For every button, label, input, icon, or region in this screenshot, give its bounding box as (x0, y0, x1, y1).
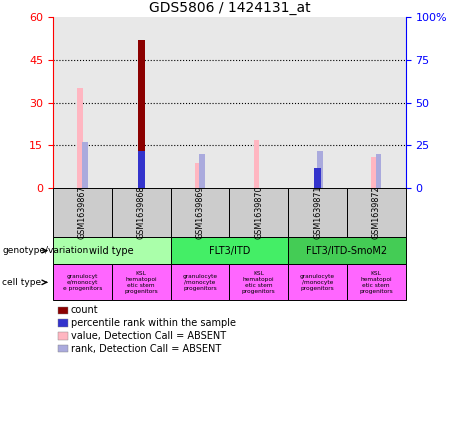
Text: count: count (71, 305, 98, 316)
Text: KSL
hematopoi
etic stem
progenitors: KSL hematopoi etic stem progenitors (360, 271, 393, 294)
Text: value, Detection Call = ABSENT: value, Detection Call = ABSENT (71, 331, 225, 341)
Text: cell type: cell type (2, 278, 41, 287)
Bar (200, 154, 205, 188)
Bar (314, 168, 321, 188)
Text: granulocyte
/monocyte
progenitors: granulocyte /monocyte progenitors (300, 274, 335, 291)
Text: KSL
hematopoi
etic stem
progenitors: KSL hematopoi etic stem progenitors (242, 271, 276, 294)
Bar (138, 151, 145, 188)
Text: wild type: wild type (89, 246, 134, 255)
Text: rank, Detection Call = ABSENT: rank, Detection Call = ABSENT (71, 343, 221, 354)
Bar (371, 157, 377, 188)
Text: GSM1639869: GSM1639869 (195, 186, 205, 239)
Text: GSM1639872: GSM1639872 (372, 186, 381, 239)
Bar (254, 140, 259, 188)
Bar (82, 142, 88, 188)
Bar (77, 88, 83, 188)
Text: FLT3/ITD: FLT3/ITD (209, 246, 250, 255)
Text: GSM1639871: GSM1639871 (313, 186, 322, 239)
Text: granulocyte
/monocyte
progenitors: granulocyte /monocyte progenitors (183, 274, 218, 291)
Bar (138, 40, 145, 188)
Text: granulocyt
e/monocyt
e progenitors: granulocyt e/monocyt e progenitors (63, 274, 102, 291)
Text: GSM1639868: GSM1639868 (136, 186, 146, 239)
Bar (195, 162, 201, 188)
Text: GSM1639867: GSM1639867 (78, 186, 87, 239)
Text: genotype/variation: genotype/variation (2, 246, 89, 255)
Bar (317, 151, 323, 188)
Text: percentile rank within the sample: percentile rank within the sample (71, 318, 236, 328)
Text: FLT3/ITD-SmoM2: FLT3/ITD-SmoM2 (307, 246, 387, 255)
Bar (376, 154, 381, 188)
Text: GSM1639870: GSM1639870 (254, 186, 263, 239)
Text: KSL
hematopoi
etic stem
progenitors: KSL hematopoi etic stem progenitors (124, 271, 158, 294)
Title: GDS5806 / 1424131_at: GDS5806 / 1424131_at (148, 0, 310, 14)
